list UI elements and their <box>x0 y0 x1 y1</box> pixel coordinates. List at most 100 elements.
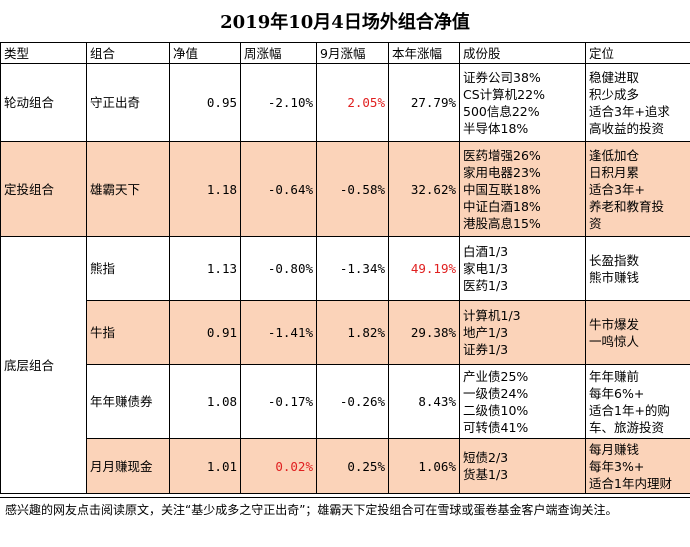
holding-item: 半导体18% <box>463 120 529 136</box>
position-line: 每年6%+ <box>589 385 645 401</box>
position-line: 每月赚钱 <box>589 441 640 457</box>
sep-change-cell: -0.26% <box>316 364 389 439</box>
holding-item: 地产1/3 <box>463 325 509 340</box>
ytd-change-cell: 8.43% <box>388 364 460 439</box>
position-line: 稳健进取 <box>589 69 640 85</box>
header-week-change: 周涨幅 <box>240 42 317 64</box>
holding-item: 家用电器23% <box>463 164 541 180</box>
table-row: 年年赚债券 1.08 -0.17% -0.26% 8.43% 产业债25% 一级… <box>1 364 690 439</box>
holding-item: 短债2/3 <box>463 450 509 465</box>
table-row: 轮动组合 守正出奇 0.95 -2.10% 2.05% 27.79% 证券公司3… <box>0 63 690 142</box>
position-line: 资 <box>589 215 602 231</box>
position-cell: 稳健进取 积少成多 适合3年+追求 高收益的投资 <box>585 63 690 142</box>
position-cell: 长盈指数 熊市赚钱 <box>585 236 690 301</box>
ytd-change-cell: 1.06% <box>388 438 460 494</box>
portfolio-name: 守正出奇 <box>86 63 170 142</box>
holding-item: 医药1/3 <box>463 278 509 293</box>
week-change-cell: -0.80% <box>240 236 317 301</box>
holdings-cell: 产业债25% 一级债24% 二级债10% 可转债41% <box>459 364 586 439</box>
sep-change-cell: 1.82% <box>316 300 389 365</box>
week-change-cell: -0.17% <box>240 364 317 439</box>
holding-item: CS计算机22% <box>463 86 545 102</box>
week-change-cell: -2.10% <box>240 63 317 142</box>
nav-cell: 1.18 <box>169 141 241 237</box>
position-line: 日积月累 <box>589 164 640 180</box>
nav-cell: 0.95 <box>169 63 241 142</box>
position-line: 养老和教育投 <box>589 198 665 214</box>
position-line: 积少成多 <box>589 86 640 102</box>
portfolio-table: 类型 组合 净值 周涨幅 9月涨幅 本年涨幅 成份股 定位 轮动组合 守正出奇 … <box>0 42 690 494</box>
header-type: 类型 <box>0 42 87 64</box>
ytd-change-cell: 29.38% <box>388 300 460 365</box>
position-line: 适合1年+的购 <box>589 402 670 418</box>
ytd-change-cell: 27.79% <box>388 63 460 142</box>
holdings-cell: 短债2/3 货基1/3 <box>459 438 586 494</box>
sep-change-cell: 0.25% <box>316 438 389 494</box>
holding-item: 中证白酒18% <box>463 198 541 214</box>
footer-note: 感兴趣的网友点击阅读原文，关注“基少成多之守正出奇”；雄霸天下定投组合可在雪球或… <box>0 497 690 547</box>
nav-cell: 1.13 <box>169 236 241 301</box>
table-row: 底层组合 熊指 1.13 -0.80% -1.34% 49.19% 白酒1/3 … <box>0 236 690 494</box>
holding-item: 证券公司38% <box>463 69 541 85</box>
position-cell: 牛市爆发 一鸣惊人 <box>585 300 690 365</box>
position-line: 适合3年+ <box>589 181 645 197</box>
table-row: 牛指 0.91 -1.41% 1.82% 29.38% 计算机1/3 地产1/3… <box>1 300 690 365</box>
holding-item: 计算机1/3 <box>463 308 521 323</box>
sep-change-cell: -0.58% <box>316 141 389 237</box>
sheet-title: 2019年10月4日场外组合净值 <box>220 12 470 33</box>
position-line: 逢低加仓 <box>589 147 640 163</box>
position-line: 适合3年+追求 <box>589 103 670 119</box>
header-row: 类型 组合 净值 周涨幅 9月涨幅 本年涨幅 成份股 定位 <box>0 42 690 64</box>
holding-item: 港股高息15% <box>463 215 541 231</box>
position-line: 熊市赚钱 <box>589 269 640 285</box>
week-change-cell: -0.64% <box>240 141 317 237</box>
group-label: 底层组合 <box>0 236 87 494</box>
header-nav: 净值 <box>169 42 241 64</box>
portfolio-name: 牛指 <box>86 300 170 365</box>
holding-item: 可转债41% <box>463 419 529 435</box>
week-change-cell: -1.41% <box>240 300 317 365</box>
position-line: 适合1年内理财 <box>589 475 672 491</box>
holding-item: 证券1/3 <box>463 342 509 357</box>
group-label: 定投组合 <box>0 141 87 237</box>
nav-cell: 1.01 <box>169 438 241 494</box>
holding-item: 中国互联18% <box>463 181 541 197</box>
holding-item: 产业债25% <box>463 368 529 384</box>
header-ytd-change: 本年涨幅 <box>388 42 460 64</box>
portfolio-name: 雄霸天下 <box>86 141 170 237</box>
holding-item: 一级债24% <box>463 385 529 401</box>
ytd-change-cell: 49.19% <box>388 236 460 301</box>
holding-item: 白酒1/3 <box>463 244 509 259</box>
table-row: 月月赚现金 1.01 0.02% 0.25% 1.06% 短债2/3 货基1/3… <box>1 438 690 494</box>
holdings-cell: 计算机1/3 地产1/3 证券1/3 <box>459 300 586 365</box>
holding-item: 家电1/3 <box>463 261 509 276</box>
header-holdings: 成份股 <box>459 42 586 64</box>
position-line: 车、旅游投资 <box>589 419 665 435</box>
holding-item: 医药增强26% <box>463 147 541 163</box>
position-cell: 逢低加仓 日积月累 适合3年+ 养老和教育投 资 <box>585 141 690 237</box>
sep-change-cell: -1.34% <box>316 236 389 301</box>
holdings-cell: 白酒1/3 家电1/3 医药1/3 <box>459 236 586 301</box>
header-position: 定位 <box>585 42 690 64</box>
group-label: 轮动组合 <box>0 63 87 142</box>
portfolio-name: 年年赚债券 <box>86 364 170 439</box>
holdings-cell: 证券公司38% CS计算机22% 500信息22% 半导体18% <box>459 63 586 142</box>
position-line: 牛市爆发 <box>589 316 640 332</box>
nav-cell: 0.91 <box>169 300 241 365</box>
position-cell: 年年赚前 每年6%+ 适合1年+的购 车、旅游投资 <box>585 364 690 439</box>
week-change-cell: 0.02% <box>240 438 317 494</box>
portfolio-name: 月月赚现金 <box>86 438 170 494</box>
header-portfolio: 组合 <box>86 42 170 64</box>
nav-cell: 1.08 <box>169 364 241 439</box>
sep-change-cell: 2.05% <box>316 63 389 142</box>
holding-item: 500信息22% <box>463 103 540 119</box>
holding-item: 二级债10% <box>463 402 529 418</box>
holding-item: 货基1/3 <box>463 467 509 482</box>
position-cell: 每月赚钱 每年3%+ 适合1年内理财 <box>585 438 690 494</box>
position-line: 每年3%+ <box>589 458 645 474</box>
ytd-change-cell: 32.62% <box>388 141 460 237</box>
position-line: 年年赚前 <box>589 368 640 384</box>
header-sep-change: 9月涨幅 <box>316 42 389 64</box>
table-row: 定投组合 雄霸天下 1.18 -0.64% -0.58% 32.62% 医药增强… <box>0 141 690 237</box>
